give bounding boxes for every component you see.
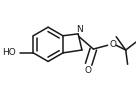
Text: O: O bbox=[110, 40, 117, 49]
Text: N: N bbox=[76, 25, 82, 34]
Text: O: O bbox=[84, 66, 91, 75]
Text: HO: HO bbox=[2, 48, 15, 57]
